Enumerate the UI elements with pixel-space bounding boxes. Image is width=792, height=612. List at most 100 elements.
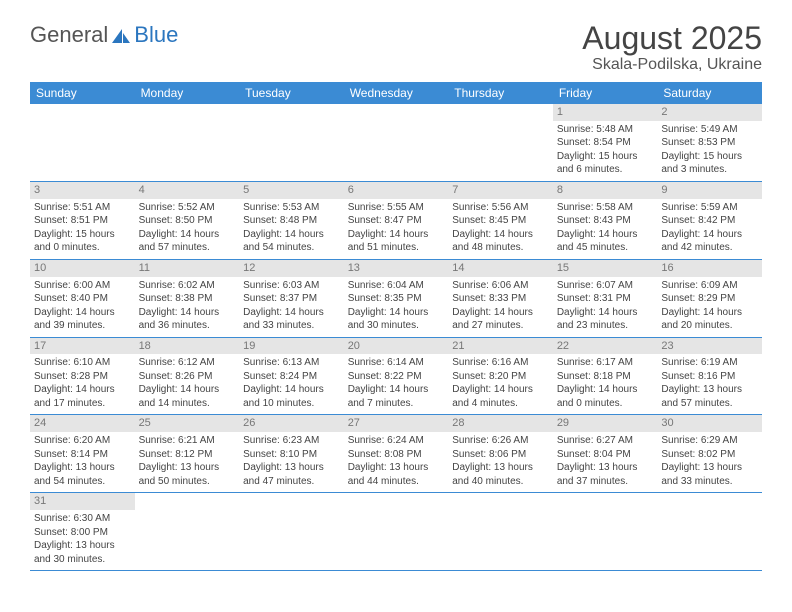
day-number: 18 [135, 338, 240, 355]
calendar-header-row: SundayMondayTuesdayWednesdayThursdayFrid… [30, 82, 762, 104]
day-number: 16 [657, 260, 762, 277]
page-title: August 2025 [582, 22, 762, 54]
day-number: 30 [657, 415, 762, 432]
day-cell: 25Sunrise: 6:21 AMSunset: 8:12 PMDayligh… [135, 415, 240, 493]
day-details: Sunrise: 6:04 AMSunset: 8:35 PMDaylight:… [344, 277, 449, 337]
day-details: Sunrise: 6:14 AMSunset: 8:22 PMDaylight:… [344, 354, 449, 414]
empty-cell [135, 493, 240, 571]
empty-cell [448, 493, 553, 571]
day-cell: 23Sunrise: 6:19 AMSunset: 8:16 PMDayligh… [657, 337, 762, 415]
day-number: 13 [344, 260, 449, 277]
day-cell: 1Sunrise: 5:48 AMSunset: 8:54 PMDaylight… [553, 104, 658, 181]
day-number: 25 [135, 415, 240, 432]
day-details: Sunrise: 6:12 AMSunset: 8:26 PMDaylight:… [135, 354, 240, 414]
day-cell: 14Sunrise: 6:06 AMSunset: 8:33 PMDayligh… [448, 259, 553, 337]
day-details: Sunrise: 6:21 AMSunset: 8:12 PMDaylight:… [135, 432, 240, 492]
day-details: Sunrise: 6:26 AMSunset: 8:06 PMDaylight:… [448, 432, 553, 492]
day-number: 19 [239, 338, 344, 355]
day-details: Sunrise: 6:13 AMSunset: 8:24 PMDaylight:… [239, 354, 344, 414]
dow-header: Monday [135, 82, 240, 104]
empty-cell [448, 104, 553, 181]
day-number: 17 [30, 338, 135, 355]
day-cell: 31Sunrise: 6:30 AMSunset: 8:00 PMDayligh… [30, 493, 135, 571]
day-cell: 4Sunrise: 5:52 AMSunset: 8:50 PMDaylight… [135, 181, 240, 259]
calendar-row: 17Sunrise: 6:10 AMSunset: 8:28 PMDayligh… [30, 337, 762, 415]
empty-cell [344, 104, 449, 181]
day-number: 5 [239, 182, 344, 199]
day-details: Sunrise: 6:09 AMSunset: 8:29 PMDaylight:… [657, 277, 762, 337]
logo-sail-icon [110, 27, 132, 45]
day-details: Sunrise: 6:23 AMSunset: 8:10 PMDaylight:… [239, 432, 344, 492]
empty-cell [135, 104, 240, 181]
day-number: 7 [448, 182, 553, 199]
day-details: Sunrise: 6:19 AMSunset: 8:16 PMDaylight:… [657, 354, 762, 414]
day-number: 26 [239, 415, 344, 432]
day-details: Sunrise: 6:02 AMSunset: 8:38 PMDaylight:… [135, 277, 240, 337]
empty-cell [657, 493, 762, 571]
dow-header: Sunday [30, 82, 135, 104]
day-cell: 11Sunrise: 6:02 AMSunset: 8:38 PMDayligh… [135, 259, 240, 337]
day-number: 28 [448, 415, 553, 432]
logo: General Blue [30, 22, 178, 48]
day-cell: 27Sunrise: 6:24 AMSunset: 8:08 PMDayligh… [344, 415, 449, 493]
day-number: 29 [553, 415, 658, 432]
day-number: 23 [657, 338, 762, 355]
day-details: Sunrise: 5:59 AMSunset: 8:42 PMDaylight:… [657, 199, 762, 259]
day-number: 3 [30, 182, 135, 199]
day-cell: 6Sunrise: 5:55 AMSunset: 8:47 PMDaylight… [344, 181, 449, 259]
day-details: Sunrise: 6:06 AMSunset: 8:33 PMDaylight:… [448, 277, 553, 337]
day-details: Sunrise: 5:51 AMSunset: 8:51 PMDaylight:… [30, 199, 135, 259]
day-details: Sunrise: 5:55 AMSunset: 8:47 PMDaylight:… [344, 199, 449, 259]
day-number: 20 [344, 338, 449, 355]
day-cell: 17Sunrise: 6:10 AMSunset: 8:28 PMDayligh… [30, 337, 135, 415]
day-number: 4 [135, 182, 240, 199]
dow-header: Thursday [448, 82, 553, 104]
day-cell: 12Sunrise: 6:03 AMSunset: 8:37 PMDayligh… [239, 259, 344, 337]
empty-cell [553, 493, 658, 571]
day-cell: 26Sunrise: 6:23 AMSunset: 8:10 PMDayligh… [239, 415, 344, 493]
day-number: 12 [239, 260, 344, 277]
day-cell: 30Sunrise: 6:29 AMSunset: 8:02 PMDayligh… [657, 415, 762, 493]
dow-header: Saturday [657, 82, 762, 104]
day-number: 10 [30, 260, 135, 277]
logo-text-1: General [30, 22, 108, 48]
day-cell: 20Sunrise: 6:14 AMSunset: 8:22 PMDayligh… [344, 337, 449, 415]
day-number: 31 [30, 493, 135, 510]
calendar-row: 10Sunrise: 6:00 AMSunset: 8:40 PMDayligh… [30, 259, 762, 337]
day-details: Sunrise: 5:58 AMSunset: 8:43 PMDaylight:… [553, 199, 658, 259]
calendar-row: 31Sunrise: 6:30 AMSunset: 8:00 PMDayligh… [30, 493, 762, 571]
day-cell: 28Sunrise: 6:26 AMSunset: 8:06 PMDayligh… [448, 415, 553, 493]
day-cell: 15Sunrise: 6:07 AMSunset: 8:31 PMDayligh… [553, 259, 658, 337]
day-cell: 24Sunrise: 6:20 AMSunset: 8:14 PMDayligh… [30, 415, 135, 493]
day-details: Sunrise: 6:07 AMSunset: 8:31 PMDaylight:… [553, 277, 658, 337]
day-number: 8 [553, 182, 658, 199]
day-cell: 22Sunrise: 6:17 AMSunset: 8:18 PMDayligh… [553, 337, 658, 415]
day-details: Sunrise: 6:03 AMSunset: 8:37 PMDaylight:… [239, 277, 344, 337]
day-cell: 8Sunrise: 5:58 AMSunset: 8:43 PMDaylight… [553, 181, 658, 259]
dow-header: Wednesday [344, 82, 449, 104]
day-cell: 9Sunrise: 5:59 AMSunset: 8:42 PMDaylight… [657, 181, 762, 259]
empty-cell [239, 104, 344, 181]
day-details: Sunrise: 6:29 AMSunset: 8:02 PMDaylight:… [657, 432, 762, 492]
day-cell: 18Sunrise: 6:12 AMSunset: 8:26 PMDayligh… [135, 337, 240, 415]
calendar-row: 24Sunrise: 6:20 AMSunset: 8:14 PMDayligh… [30, 415, 762, 493]
day-details: Sunrise: 5:52 AMSunset: 8:50 PMDaylight:… [135, 199, 240, 259]
logo-text-2: Blue [134, 22, 178, 48]
day-details: Sunrise: 5:56 AMSunset: 8:45 PMDaylight:… [448, 199, 553, 259]
day-cell: 7Sunrise: 5:56 AMSunset: 8:45 PMDaylight… [448, 181, 553, 259]
empty-cell [344, 493, 449, 571]
day-details: Sunrise: 5:53 AMSunset: 8:48 PMDaylight:… [239, 199, 344, 259]
calendar-table: SundayMondayTuesdayWednesdayThursdayFrid… [30, 82, 762, 571]
day-cell: 21Sunrise: 6:16 AMSunset: 8:20 PMDayligh… [448, 337, 553, 415]
calendar-row: 3Sunrise: 5:51 AMSunset: 8:51 PMDaylight… [30, 181, 762, 259]
day-number: 22 [553, 338, 658, 355]
day-number: 2 [657, 104, 762, 121]
day-cell: 10Sunrise: 6:00 AMSunset: 8:40 PMDayligh… [30, 259, 135, 337]
day-details: Sunrise: 5:48 AMSunset: 8:54 PMDaylight:… [553, 121, 658, 181]
day-cell: 16Sunrise: 6:09 AMSunset: 8:29 PMDayligh… [657, 259, 762, 337]
day-details: Sunrise: 6:10 AMSunset: 8:28 PMDaylight:… [30, 354, 135, 414]
day-number: 6 [344, 182, 449, 199]
day-number: 1 [553, 104, 658, 121]
calendar-row: 1Sunrise: 5:48 AMSunset: 8:54 PMDaylight… [30, 104, 762, 181]
day-details: Sunrise: 6:24 AMSunset: 8:08 PMDaylight:… [344, 432, 449, 492]
